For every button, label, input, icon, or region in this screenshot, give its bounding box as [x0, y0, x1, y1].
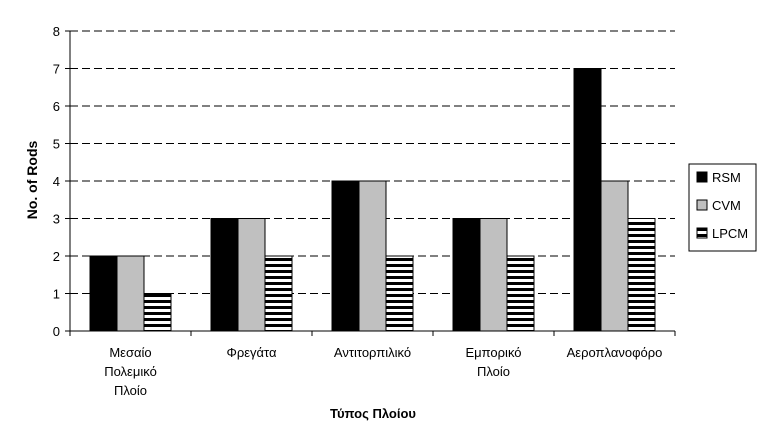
x-tick-label: Αντιτορπιλικό [334, 345, 411, 360]
y-tick-label: 6 [53, 99, 60, 114]
axes: 0 1 2 3 4 5 6 7 8 Μεσαίο Πολεμικό Πλοίο Φρεγάτα Αντιτ… [53, 24, 676, 398]
legend-label-rsm: RSM [712, 170, 741, 185]
x-tick-label: Εμπορικό Πλοίο [465, 345, 521, 379]
legend-swatch-cvm [696, 199, 708, 211]
y-tick-label: 0 [53, 324, 60, 339]
bar-cvm [358, 180, 387, 332]
bar-lpcm [264, 255, 293, 332]
bar-lpcm [143, 293, 172, 332]
y-tick-label: 7 [53, 62, 60, 77]
legend-label-lpcm: LPCM [712, 226, 748, 241]
bar-cvm [479, 218, 508, 332]
bar-rsm [210, 218, 239, 332]
bars [89, 68, 656, 332]
legend-label-cvm: CVM [712, 198, 741, 213]
legend-swatch-rsm [696, 171, 708, 183]
x-tick-label: Αεροπλανοφόρο [567, 345, 663, 360]
bar-cvm [600, 180, 629, 332]
y-tick-label: 4 [53, 174, 60, 189]
y-tick-label: 1 [53, 287, 60, 302]
bar-rsm [452, 218, 481, 332]
x-axis-label: Τύπος Πλοίου [330, 406, 416, 421]
bar-lpcm [385, 255, 414, 332]
y-tick-label: 8 [53, 24, 60, 39]
bar-lpcm [506, 255, 535, 332]
legend: RSM CVM LPCM [688, 163, 757, 252]
bar-rsm [573, 68, 602, 332]
y-tick-label: 2 [53, 249, 60, 264]
x-tick-label: Φρεγάτα [226, 345, 277, 360]
bar-cvm [116, 255, 145, 332]
bar-rsm [331, 180, 360, 332]
bar-cvm [237, 218, 266, 332]
legend-swatch-lpcm [696, 227, 708, 239]
y-tick-label: 3 [53, 212, 60, 227]
bar-lpcm [627, 218, 656, 332]
y-axis-label: No. of Rods [24, 141, 40, 220]
bar-rsm [89, 255, 118, 332]
y-tick-label: 5 [53, 137, 60, 152]
x-tick-label: Μεσαίο Πολεμικό Πλοίο [104, 345, 157, 398]
